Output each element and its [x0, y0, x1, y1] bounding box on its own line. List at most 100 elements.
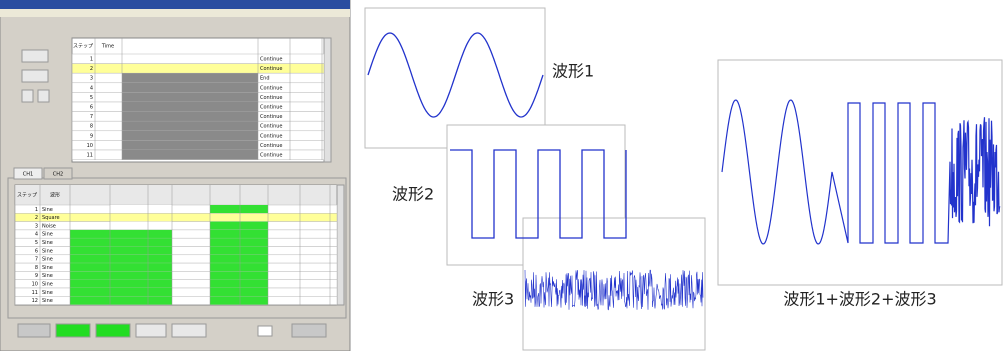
green-cells	[210, 238, 268, 246]
disabled-cells	[122, 140, 258, 150]
term-cell: Continue	[260, 57, 282, 63]
wave-cell: Sine	[42, 248, 53, 254]
wave-cell: Sine	[42, 290, 53, 296]
waveform-label: 波形2	[392, 185, 434, 204]
row	[15, 205, 337, 213]
button[interactable]	[96, 324, 130, 337]
green-cells	[110, 205, 172, 213]
button[interactable]	[172, 324, 206, 337]
term-cell: Continue	[260, 133, 282, 139]
button[interactable]	[18, 324, 50, 337]
wave-cell: Sine	[42, 232, 53, 238]
button[interactable]	[292, 324, 326, 337]
button[interactable]	[56, 324, 90, 337]
header-cell: Time	[101, 44, 114, 50]
green-cells	[110, 296, 172, 304]
wave-cell: Sine	[42, 282, 53, 288]
green-cells	[210, 205, 268, 213]
term-cell: Continue	[260, 105, 282, 111]
button[interactable]	[22, 50, 48, 62]
wave-cell: Noise	[42, 223, 56, 229]
step-cell: 5	[35, 240, 38, 246]
term-cell: End	[260, 76, 270, 82]
step-cell: 2	[90, 66, 93, 72]
green-cells	[110, 238, 172, 246]
scrollbar	[324, 38, 331, 162]
row	[15, 280, 337, 288]
header-cell: ステップ	[73, 44, 93, 50]
step-cell: 10	[32, 282, 38, 288]
green-cells	[210, 280, 268, 288]
green-cells	[210, 222, 268, 230]
step-cell: 7	[90, 114, 93, 120]
disabled-cells	[122, 131, 258, 141]
green-cells	[70, 296, 110, 304]
green-cells	[70, 263, 110, 271]
disabled-cells	[122, 150, 258, 160]
row	[15, 238, 337, 246]
tab-label: CH2	[53, 172, 63, 178]
row	[15, 263, 337, 271]
green-cells	[70, 255, 110, 263]
term-cell: Continue	[260, 114, 282, 120]
row	[15, 222, 337, 230]
green-cells	[110, 288, 172, 296]
disabled-cells	[122, 102, 258, 112]
green-cells	[110, 230, 172, 238]
green-cells	[70, 238, 110, 246]
green-cells	[110, 255, 172, 263]
step-cell: 3	[35, 223, 38, 229]
green-cells	[110, 222, 172, 230]
disabled-cells	[122, 112, 258, 122]
tab-label: CH1	[23, 172, 33, 178]
button[interactable]	[38, 90, 49, 102]
button[interactable]	[136, 324, 166, 337]
step-cell: 1	[90, 57, 93, 63]
green-cells	[70, 271, 110, 279]
disabled-cells	[122, 73, 258, 83]
step-cell: 2	[35, 215, 38, 221]
term-cell: Continue	[260, 143, 282, 149]
row	[72, 64, 324, 74]
row	[15, 213, 337, 221]
term-cell: Continue	[260, 124, 282, 130]
header-cell: ステップ	[17, 193, 37, 199]
wave-cell: Sine	[42, 257, 53, 263]
green-cells	[210, 230, 268, 238]
row	[15, 296, 337, 304]
step-cell: 6	[35, 248, 38, 254]
green-cells	[110, 263, 172, 271]
row	[15, 255, 337, 263]
green-cells	[210, 263, 268, 271]
waveform-label: 波形3	[472, 290, 514, 309]
step-cell: 4	[35, 232, 38, 238]
canvas: 波形1 波形2 波形3 波形1+波形2+波形3 ステップ Time 1 Continu…	[0, 0, 1003, 351]
button[interactable]	[22, 70, 48, 82]
row	[15, 247, 337, 255]
green-cells	[210, 288, 268, 296]
waveform-label: 波形1+波形2+波形3	[783, 290, 936, 309]
waveform-label: 波形1	[552, 62, 594, 81]
green-cells	[210, 247, 268, 255]
step-cell: 9	[90, 133, 93, 139]
green-cells	[210, 255, 268, 263]
green-cells	[210, 271, 268, 279]
scrollbar	[337, 185, 344, 305]
wave-cell: Sine	[42, 240, 53, 246]
disabled-cells	[122, 92, 258, 102]
button[interactable]	[22, 90, 33, 102]
step-cell: 11	[32, 290, 38, 296]
green-cells	[70, 280, 110, 288]
step-cell: 4	[90, 85, 93, 91]
row	[15, 230, 337, 238]
step-cell: 10	[87, 143, 93, 149]
term-cell: Continue	[260, 153, 282, 159]
green-cells	[70, 288, 110, 296]
input[interactable]	[258, 326, 272, 336]
green-cells	[210, 296, 268, 304]
step-cell: 6	[90, 105, 93, 111]
step-cell: 12	[32, 298, 38, 304]
step-cell: 11	[87, 153, 93, 159]
wave-cell: Sine	[42, 265, 53, 271]
wave-cell: Sine	[42, 273, 53, 279]
